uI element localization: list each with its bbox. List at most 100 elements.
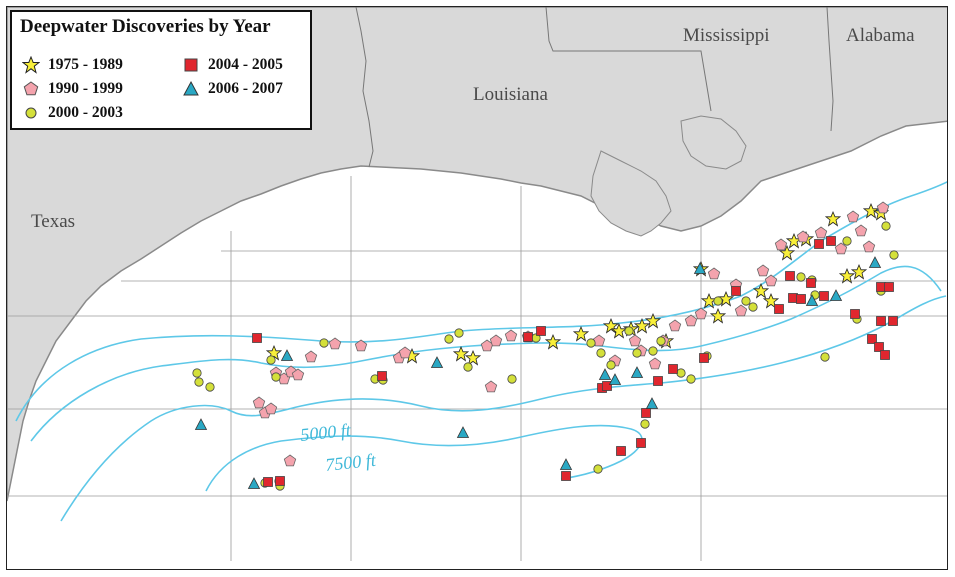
star-marker: [862, 202, 880, 219]
contour-line: [205, 424, 643, 492]
triangle-marker: [645, 397, 659, 409]
legend-item-2000-2003: 2000 - 2003: [22, 104, 123, 122]
triangle-marker: [693, 262, 707, 274]
circle-marker: [820, 352, 830, 362]
circle-marker: [271, 372, 281, 382]
legend-title: Deepwater Discoveries by Year: [20, 16, 271, 37]
square-marker: [377, 371, 387, 381]
pentagon-marker: [304, 350, 318, 363]
pentagon-marker: [489, 334, 503, 347]
circle-marker: [266, 355, 276, 365]
pentagon-marker: [764, 274, 778, 287]
triangle-icon: [183, 80, 199, 96]
contour-line: [30, 265, 942, 442]
circle-marker: [606, 360, 616, 370]
square-marker: [796, 294, 806, 304]
pentagon-marker: [814, 226, 828, 239]
circle-marker: [881, 221, 891, 231]
circle-marker: [676, 368, 686, 378]
circle-marker: [624, 326, 634, 336]
circle-marker: [640, 419, 650, 429]
square-marker: [616, 446, 626, 456]
circle-marker: [632, 348, 642, 358]
circle-marker: [713, 296, 723, 306]
square-marker: [668, 364, 678, 374]
state-border-ms-al: [826, 7, 834, 132]
pentagon-marker: [504, 329, 518, 342]
circle-marker: [741, 296, 751, 306]
circle-marker: [507, 374, 517, 384]
contour-line: [15, 181, 947, 422]
pentagon-marker: [734, 304, 748, 317]
pentagon-marker: [774, 238, 788, 251]
contour-line: [60, 295, 947, 522]
star-marker: [572, 325, 590, 342]
state-border-tx-la: [355, 7, 374, 168]
gulf-map: Texas Louisiana Mississippi Alabama 5000…: [7, 7, 947, 561]
pentagon-marker: [264, 402, 278, 415]
triangle-marker: [247, 477, 261, 489]
pentagon-marker: [796, 230, 810, 243]
circle-marker: [748, 302, 758, 312]
square-marker: [867, 334, 877, 344]
circle-marker: [842, 236, 852, 246]
circle-marker: [586, 338, 596, 348]
pentagon-marker: [846, 210, 860, 223]
triangle-marker: [630, 366, 644, 378]
square-marker: [699, 353, 709, 363]
pentagon-marker: [283, 454, 297, 467]
pentagon-marker: [756, 264, 770, 277]
pentagon-marker: [252, 396, 266, 409]
circle-marker: [596, 348, 606, 358]
square-icon: [184, 58, 198, 72]
star-marker: [838, 267, 856, 284]
triangle-marker: [456, 426, 470, 438]
square-marker: [806, 278, 816, 288]
pentagon-marker: [694, 307, 708, 320]
square-marker: [880, 350, 890, 360]
legend-item-1975-1989: 1975 - 1989: [22, 56, 123, 74]
square-marker: [884, 282, 894, 292]
pentagon-marker: [834, 242, 848, 255]
alabama-label: Alabama: [846, 25, 915, 46]
star-marker: [850, 263, 868, 280]
star-marker: [452, 345, 470, 362]
discovery-markers: [192, 201, 899, 491]
texas-label: Texas: [31, 211, 75, 232]
coast-detail: [680, 115, 747, 170]
pentagon-marker: [854, 224, 868, 237]
star-marker: [644, 312, 662, 329]
pentagon-marker: [648, 357, 662, 370]
square-marker: [636, 438, 646, 448]
circle-marker: [796, 272, 806, 282]
louisiana-label: Louisiana: [473, 84, 548, 105]
star-marker: [824, 210, 842, 227]
pentagon-marker: [592, 334, 606, 347]
square-marker: [888, 316, 898, 326]
circle-marker: [686, 374, 696, 384]
legend-label: 1975 - 1989: [48, 56, 123, 73]
triangle-marker: [280, 349, 294, 361]
star-marker: [717, 290, 735, 307]
star-marker: [709, 307, 727, 324]
pentagon-marker: [876, 201, 890, 214]
star-marker: [778, 244, 796, 261]
circle-marker: [205, 382, 215, 392]
triangle-marker: [194, 418, 208, 430]
square-marker: [252, 333, 262, 343]
circle-marker: [444, 334, 454, 344]
star-marker: [544, 333, 562, 350]
triangle-marker: [805, 294, 819, 306]
square-marker: [263, 477, 273, 487]
circle-marker: [889, 250, 899, 260]
star-marker: [464, 349, 482, 366]
legend-item-1990-1999: 1990 - 1999: [22, 80, 123, 98]
pentagon-marker: [354, 339, 368, 352]
square-marker: [785, 271, 795, 281]
pentagon-marker: [707, 267, 721, 280]
circle-marker: [192, 368, 202, 378]
square-marker: [523, 332, 533, 342]
circle-marker: [656, 336, 666, 346]
square-marker: [653, 376, 663, 386]
star-marker: [633, 317, 651, 334]
